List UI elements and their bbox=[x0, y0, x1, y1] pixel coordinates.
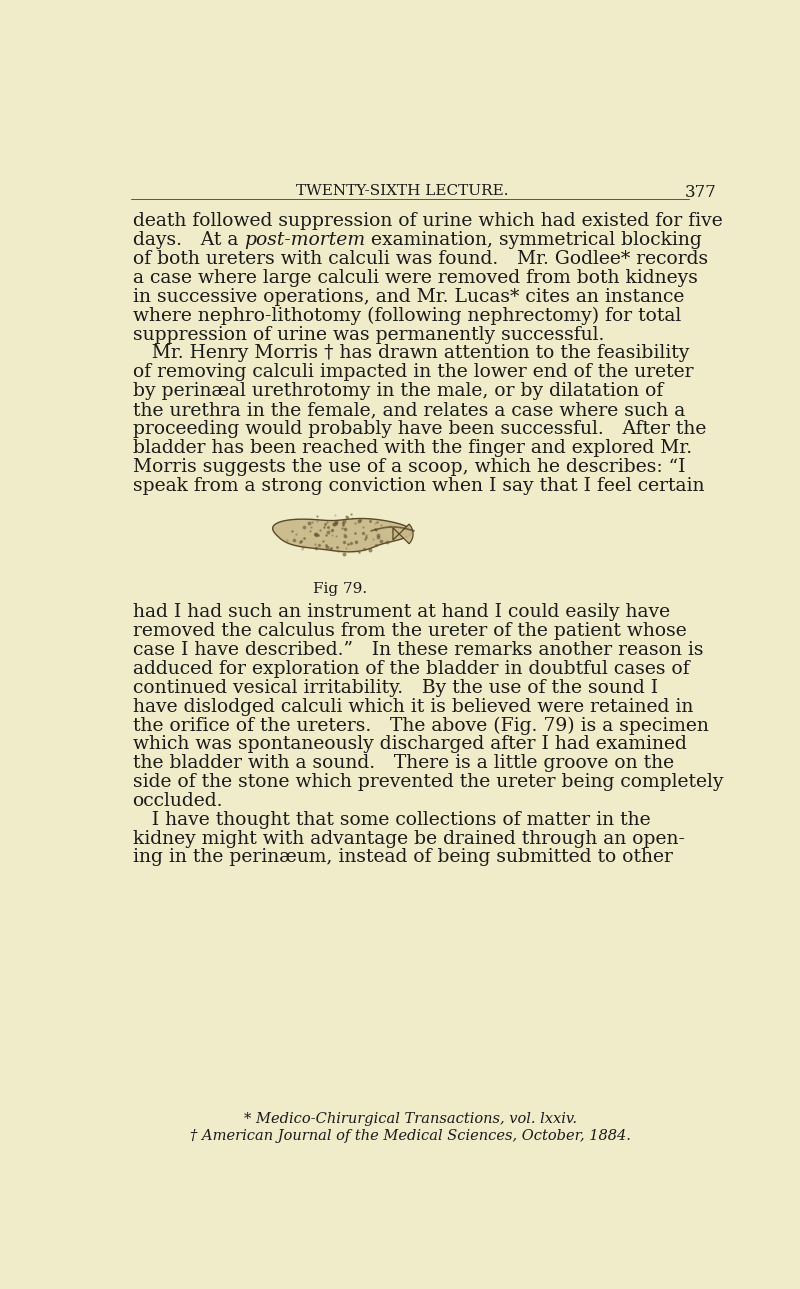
Text: proceeding would probably have been successful. After the: proceeding would probably have been succ… bbox=[133, 420, 706, 438]
Text: a case where large calculi were removed from both kidneys: a case where large calculi were removed … bbox=[133, 269, 698, 287]
Text: have dislodged calculi which it is believed were retained in: have dislodged calculi which it is belie… bbox=[133, 697, 693, 715]
Text: case I have described.” In these remarks another reason is: case I have described.” In these remarks… bbox=[133, 641, 703, 659]
Text: removed the calculus from the ureter of the patient whose: removed the calculus from the ureter of … bbox=[133, 623, 686, 641]
Text: continued vesical irritability. By the use of the sound I: continued vesical irritability. By the u… bbox=[133, 679, 658, 696]
Text: Mr. Henry Morris † has drawn attention to the feasibility: Mr. Henry Morris † has drawn attention t… bbox=[133, 344, 689, 362]
Text: death followed suppression of urine which had existed for five: death followed suppression of urine whic… bbox=[133, 213, 722, 231]
Text: † American Journal of the Medical Sciences, October, 1884.: † American Journal of the Medical Scienc… bbox=[190, 1129, 630, 1143]
Text: which was spontaneously discharged after I had examined: which was spontaneously discharged after… bbox=[133, 735, 686, 753]
Text: where nephro-lithotomy (following nephrectomy) for total: where nephro-lithotomy (following nephre… bbox=[133, 307, 681, 325]
Text: the orifice of the ureters. The above (Fig. 79) is a specimen: the orifice of the ureters. The above (F… bbox=[133, 717, 709, 735]
Polygon shape bbox=[273, 518, 412, 552]
Text: adduced for exploration of the bladder in doubtful cases of: adduced for exploration of the bladder i… bbox=[133, 660, 689, 678]
Text: suppression of urine was permanently successful.: suppression of urine was permanently suc… bbox=[133, 326, 604, 344]
Text: bladder has been reached with the finger and explored Mr.: bladder has been reached with the finger… bbox=[133, 438, 692, 456]
Text: examination, symmetrical blocking: examination, symmetrical blocking bbox=[365, 231, 702, 249]
Text: kidney might with advantage be drained through an open-: kidney might with advantage be drained t… bbox=[133, 830, 685, 848]
Text: occluded.: occluded. bbox=[133, 791, 223, 809]
Text: in successive operations, and Mr. Lucas* cites an instance: in successive operations, and Mr. Lucas*… bbox=[133, 287, 684, 305]
Text: had I had such an instrument at hand I could easily have: had I had such an instrument at hand I c… bbox=[133, 603, 670, 621]
Text: TWENTY-SIXTH LECTURE.: TWENTY-SIXTH LECTURE. bbox=[296, 184, 509, 199]
Text: * Medico-Chirurgical Transactions, vol. lxxiv.: * Medico-Chirurgical Transactions, vol. … bbox=[243, 1112, 577, 1125]
Text: 377: 377 bbox=[685, 184, 717, 201]
Text: side of the stone which prevented the ureter being completely: side of the stone which prevented the ur… bbox=[133, 773, 723, 791]
Polygon shape bbox=[393, 525, 413, 544]
Text: Morris suggests the use of a scoop, which he describes: “I: Morris suggests the use of a scoop, whic… bbox=[133, 458, 685, 476]
Text: speak from a strong conviction when I say that I feel certain: speak from a strong conviction when I sa… bbox=[133, 477, 704, 495]
Text: I have thought that some collections of matter in the: I have thought that some collections of … bbox=[133, 811, 650, 829]
Text: of removing calculi impacted in the lower end of the ureter: of removing calculi impacted in the lowe… bbox=[133, 363, 693, 382]
Text: Fig 79.: Fig 79. bbox=[313, 581, 367, 596]
Text: the bladder with a sound. There is a little groove on the: the bladder with a sound. There is a lit… bbox=[133, 754, 674, 772]
Text: days. At a: days. At a bbox=[133, 231, 244, 249]
Text: post-mortem: post-mortem bbox=[244, 231, 365, 249]
Text: of both ureters with calculi was found. Mr. Godlee* records: of both ureters with calculi was found. … bbox=[133, 250, 708, 268]
Text: ing in the perinæum, instead of being submitted to other: ing in the perinæum, instead of being su… bbox=[133, 848, 673, 866]
Text: by perinæal urethrotomy in the male, or by dilatation of: by perinæal urethrotomy in the male, or … bbox=[133, 383, 662, 400]
Text: the urethra in the female, and relates a case where such a: the urethra in the female, and relates a… bbox=[133, 401, 685, 419]
